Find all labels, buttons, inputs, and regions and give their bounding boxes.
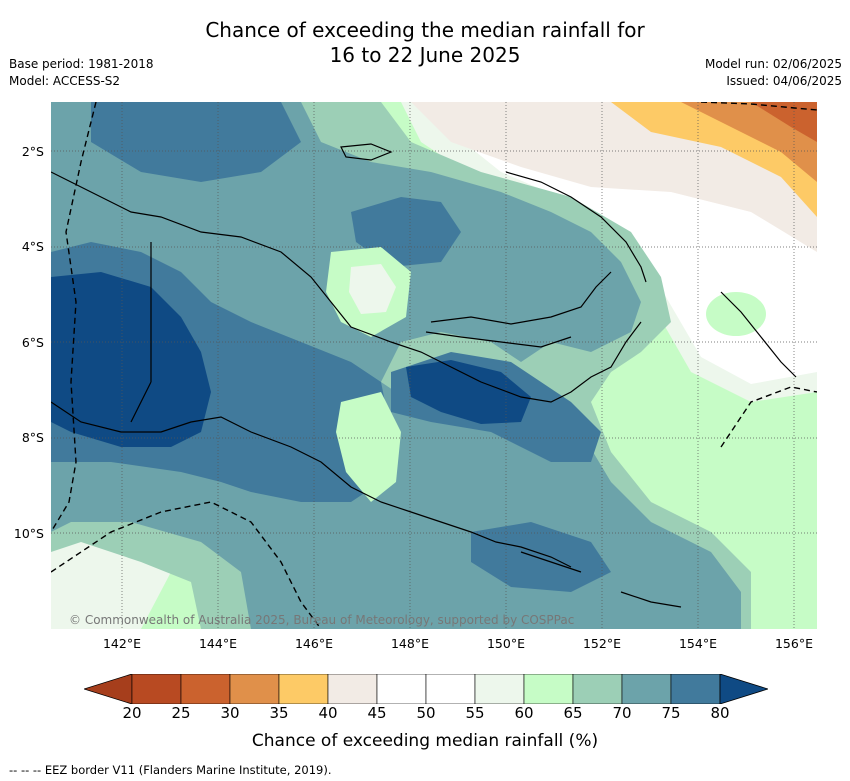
eez-border-southeast <box>720 386 817 448</box>
colorbar-tick-label: 35 <box>269 704 289 722</box>
colorbar-tick-label: 80 <box>710 704 730 722</box>
meta-left: Base period: 1981-2018 Model: ACCESS-S2 <box>9 56 154 90</box>
contour-7580-north <box>91 102 301 182</box>
eez-borders <box>51 102 817 629</box>
lon-label-156e: 156°E <box>774 636 813 651</box>
colorbar-cell <box>131 674 182 704</box>
colorbar-tick-label: 40 <box>318 704 338 722</box>
lat-label-8s: 8°S <box>21 430 44 445</box>
contour-2530-north <box>751 102 817 142</box>
title-line-2: 16 to 22 June 2025 <box>329 43 521 67</box>
lon-label-148e: 148°E <box>390 636 429 651</box>
louisiade-coast <box>520 551 682 608</box>
colorbar <box>84 674 768 704</box>
png-border <box>130 242 152 423</box>
lon-label-144e: 144°E <box>198 636 237 651</box>
eez-border-north <box>700 102 817 111</box>
new-ireland-coast <box>505 171 647 283</box>
eez-border-west <box>51 102 97 533</box>
colorbar-tick-label: 30 <box>220 704 240 722</box>
issued-date: Issued: 04/06/2025 <box>726 74 842 88</box>
colorbar-tick-label: 45 <box>367 704 387 722</box>
colorbar-cell <box>621 674 672 704</box>
eez-footnote: -- -- -- EEZ border V11 (Flanders Marine… <box>9 763 332 777</box>
colorbar-tick-label: 65 <box>563 704 583 722</box>
map-canvas <box>51 102 817 629</box>
lat-label-2s: 2°S <box>21 144 44 159</box>
colorbar-cell <box>425 674 476 704</box>
colorbar-arrow-low <box>84 674 133 704</box>
eez-border-south <box>51 501 322 629</box>
contour-80plus-west <box>51 272 211 447</box>
lon-label-146e: 146°E <box>294 636 333 651</box>
new-britain-coast <box>425 271 612 348</box>
colorbar-tick-label: 55 <box>465 704 485 722</box>
colorbar-arrow-high <box>719 674 768 704</box>
colorbar-tick-label: 70 <box>612 704 632 722</box>
colorbar-cell <box>229 674 280 704</box>
colorbar-cell <box>376 674 427 704</box>
lon-label-152e: 152°E <box>582 636 621 651</box>
graticule <box>51 102 817 629</box>
bougainville-coast <box>720 291 797 378</box>
colorbar-cell <box>474 674 525 704</box>
meta-right: Model run: 02/06/2025 Issued: 04/06/2025 <box>705 56 842 90</box>
new-guinea-coast <box>51 171 642 568</box>
colorbar-cell <box>180 674 231 704</box>
contour-lighter-centre <box>349 264 396 314</box>
lat-label-4s: 4°S <box>21 239 44 254</box>
contour-80plus-centre <box>406 360 531 424</box>
colorbar-cell <box>572 674 623 704</box>
colorbar-tick-label: 25 <box>171 704 191 722</box>
colorbar-tick-label: 20 <box>122 704 142 722</box>
lat-label-10s: 10°S <box>13 526 44 541</box>
rainfall-map <box>51 102 817 629</box>
model-name: Model: ACCESS-S2 <box>9 74 121 88</box>
colorbar-cell <box>278 674 329 704</box>
lon-label-154e: 154°E <box>678 636 717 651</box>
colorbar-cell <box>327 674 378 704</box>
colorbar-tick-label: 60 <box>514 704 534 722</box>
contour-light-south <box>336 392 401 502</box>
colorbar-tick-label: 75 <box>661 704 681 722</box>
lon-label-150e: 150°E <box>486 636 525 651</box>
lon-label-142e: 142°E <box>102 636 141 651</box>
model-run: Model run: 02/06/2025 <box>704 57 842 71</box>
colorbar-tick-label: 50 <box>416 704 436 722</box>
contour-7580-southeast <box>471 522 611 592</box>
contour-7075-main <box>51 102 741 629</box>
colorbar-cell <box>670 674 721 704</box>
admiralty-coast <box>340 143 393 161</box>
lat-label-6s: 6°S <box>21 335 44 350</box>
coastlines <box>51 143 797 608</box>
title-line-1: Chance of exceeding the median rainfall … <box>205 18 645 42</box>
contour-green-east <box>706 292 766 336</box>
base-period: Base period: 1981-2018 <box>9 57 154 71</box>
map-title: Chance of exceeding the median rainfall … <box>0 18 850 68</box>
colorbar-title: Chance of exceeding median rainfall (%) <box>251 731 599 751</box>
copyright-notice: © Commonwealth of Australia 2025, Bureau… <box>69 613 575 627</box>
colorbar-cell <box>523 674 574 704</box>
